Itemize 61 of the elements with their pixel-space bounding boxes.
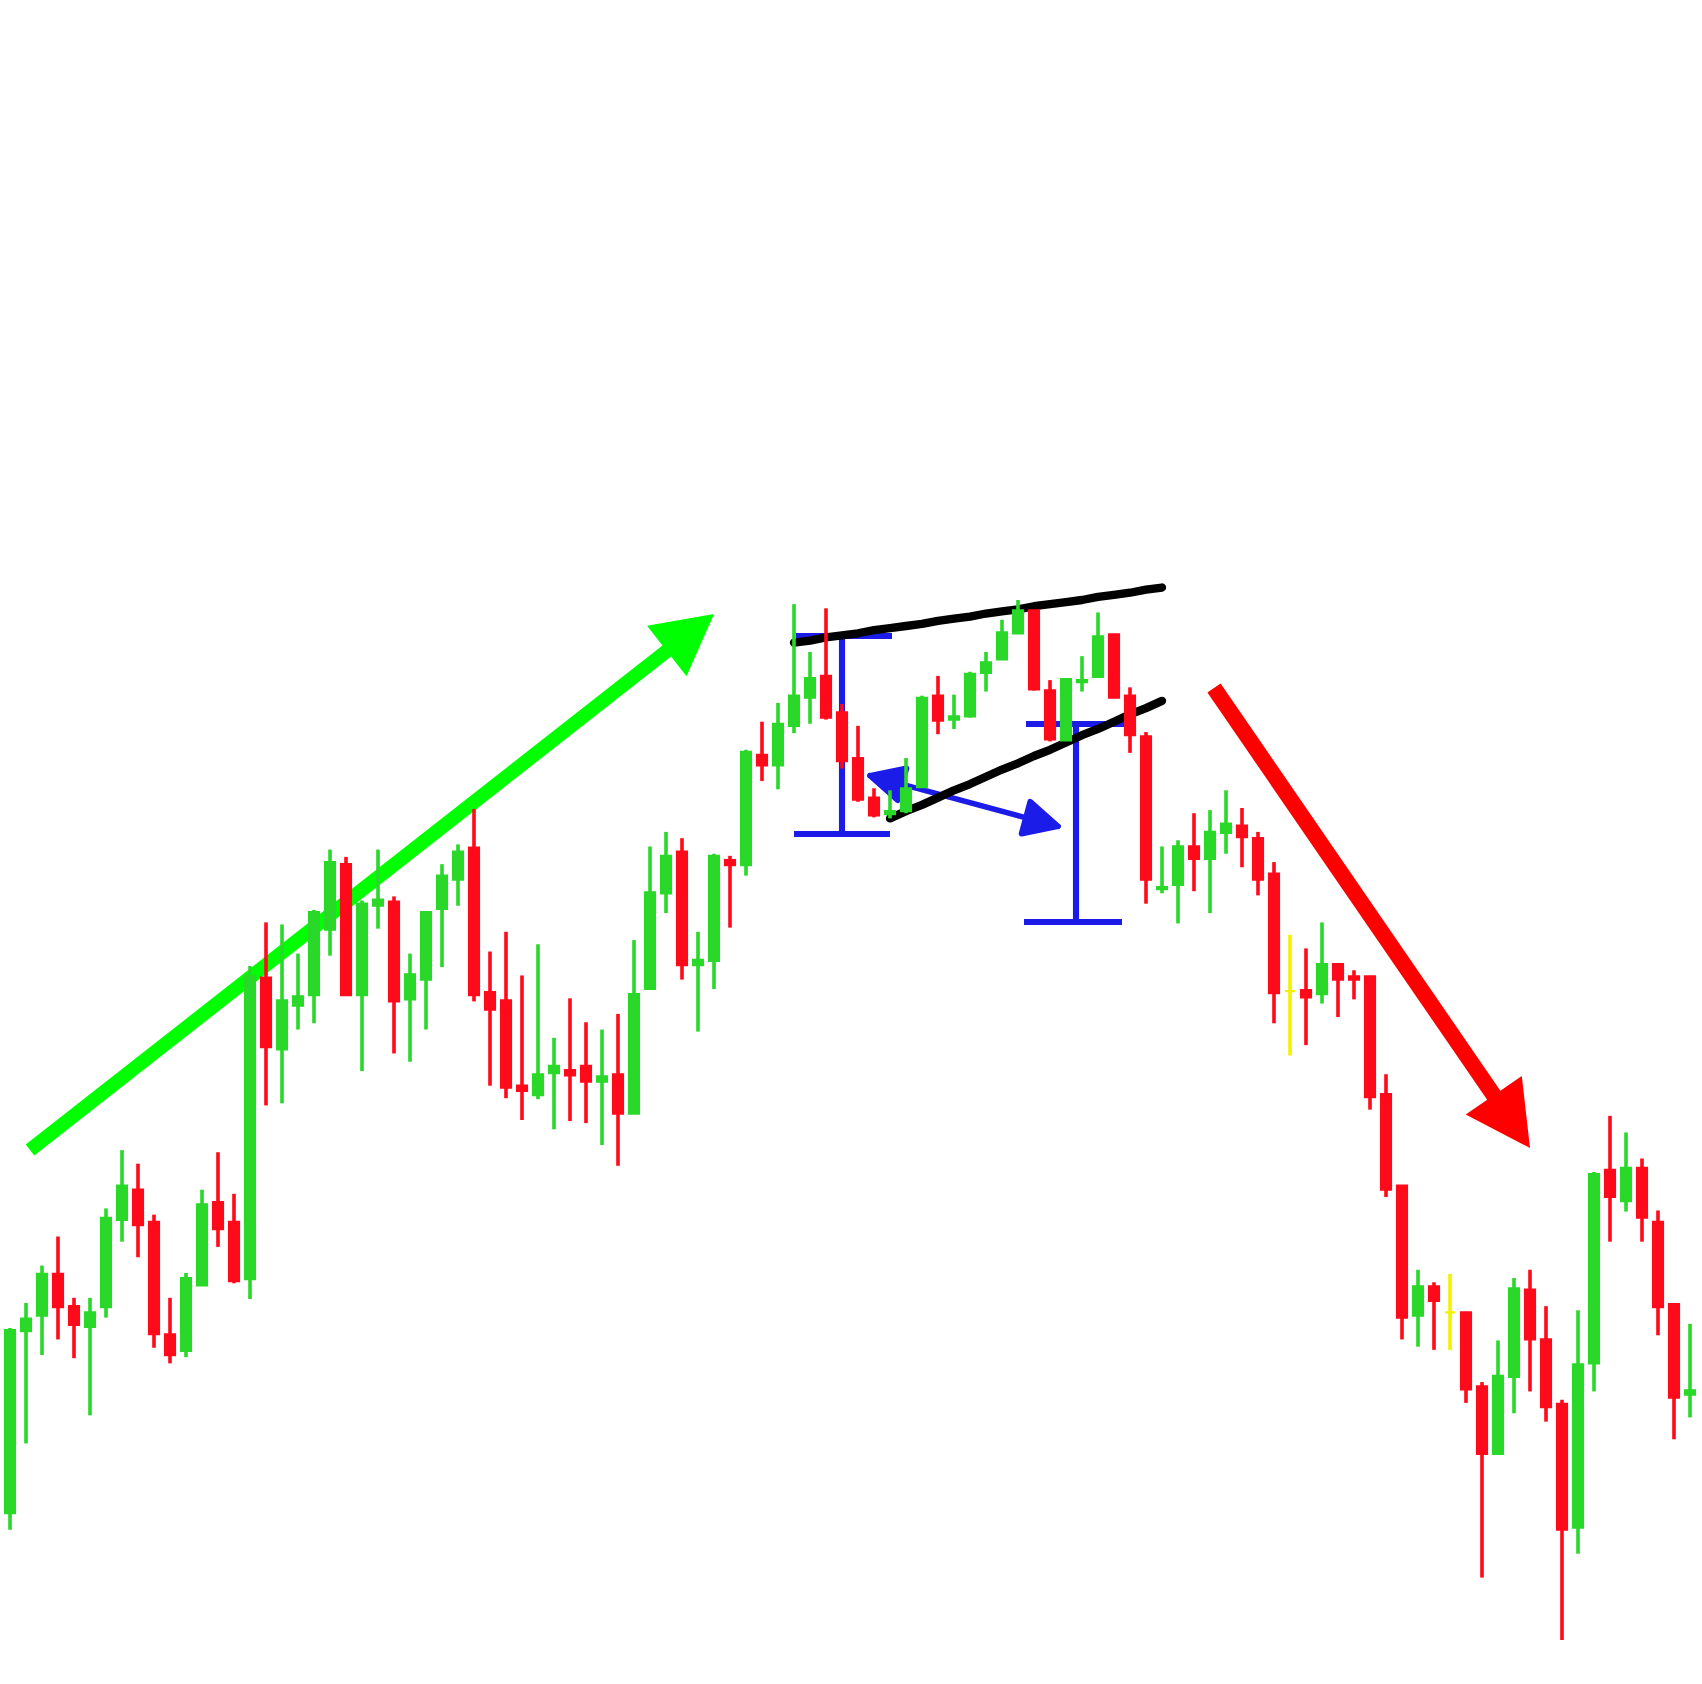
candlestick xyxy=(211,1150,225,1249)
candlestick xyxy=(1443,1272,1457,1352)
candlestick xyxy=(1603,1114,1617,1244)
candlestick xyxy=(595,1027,609,1147)
candlestick xyxy=(35,1263,49,1357)
candlestick xyxy=(131,1161,145,1260)
candlestick xyxy=(1187,811,1201,894)
candlestick xyxy=(1203,808,1217,915)
candlestick xyxy=(1283,933,1297,1058)
candlestick xyxy=(483,949,497,1088)
candlestick xyxy=(851,724,865,804)
candlestick xyxy=(883,788,897,821)
candlestick xyxy=(1427,1280,1441,1352)
candlestick xyxy=(1123,685,1137,755)
candlestick xyxy=(1171,838,1185,926)
candlestick xyxy=(547,1036,561,1132)
candlestick xyxy=(931,674,945,736)
candlestick xyxy=(1619,1130,1633,1214)
candlestick xyxy=(403,951,417,1064)
candlestick xyxy=(611,1012,625,1168)
candlestick xyxy=(291,951,305,1032)
candlestick xyxy=(755,719,769,783)
candlestick xyxy=(19,1301,33,1446)
candlestick xyxy=(579,1020,593,1125)
candlestick xyxy=(371,847,385,931)
candlestick xyxy=(963,669,977,720)
candlestick xyxy=(1331,962,1345,1019)
candlestick xyxy=(1299,946,1313,1047)
candlestick xyxy=(1155,844,1169,896)
candlestick xyxy=(691,929,705,1034)
candlestick xyxy=(803,650,817,726)
candlestick xyxy=(51,1234,65,1342)
candlestick xyxy=(563,996,577,1123)
candlestick xyxy=(1091,610,1105,679)
candlestick xyxy=(947,692,961,731)
candlestick xyxy=(1347,968,1361,1002)
candlestick xyxy=(1315,920,1329,1006)
candlestick xyxy=(867,786,881,820)
candlestick xyxy=(1251,830,1265,898)
candlestick xyxy=(659,830,673,915)
candlestick xyxy=(1411,1267,1425,1349)
candlestick xyxy=(531,942,545,1102)
candlestick xyxy=(1219,788,1233,856)
candlestick xyxy=(1235,806,1249,870)
candlestick xyxy=(515,973,529,1122)
candlestick xyxy=(899,756,913,816)
candlestick xyxy=(1683,1322,1697,1420)
candlestick xyxy=(435,862,449,969)
candlestick xyxy=(819,606,833,722)
candlestick xyxy=(115,1148,129,1244)
candlestick xyxy=(787,602,801,735)
candlestick xyxy=(723,854,737,930)
candlestick xyxy=(67,1296,81,1360)
candlestick xyxy=(1011,598,1025,636)
candlestick xyxy=(83,1296,97,1418)
candlestick xyxy=(771,701,785,792)
candlestick xyxy=(995,617,1009,662)
candlestick xyxy=(451,842,465,908)
candlestick xyxy=(1075,654,1089,694)
candlestick xyxy=(979,650,993,694)
candlestick xyxy=(163,1296,177,1366)
